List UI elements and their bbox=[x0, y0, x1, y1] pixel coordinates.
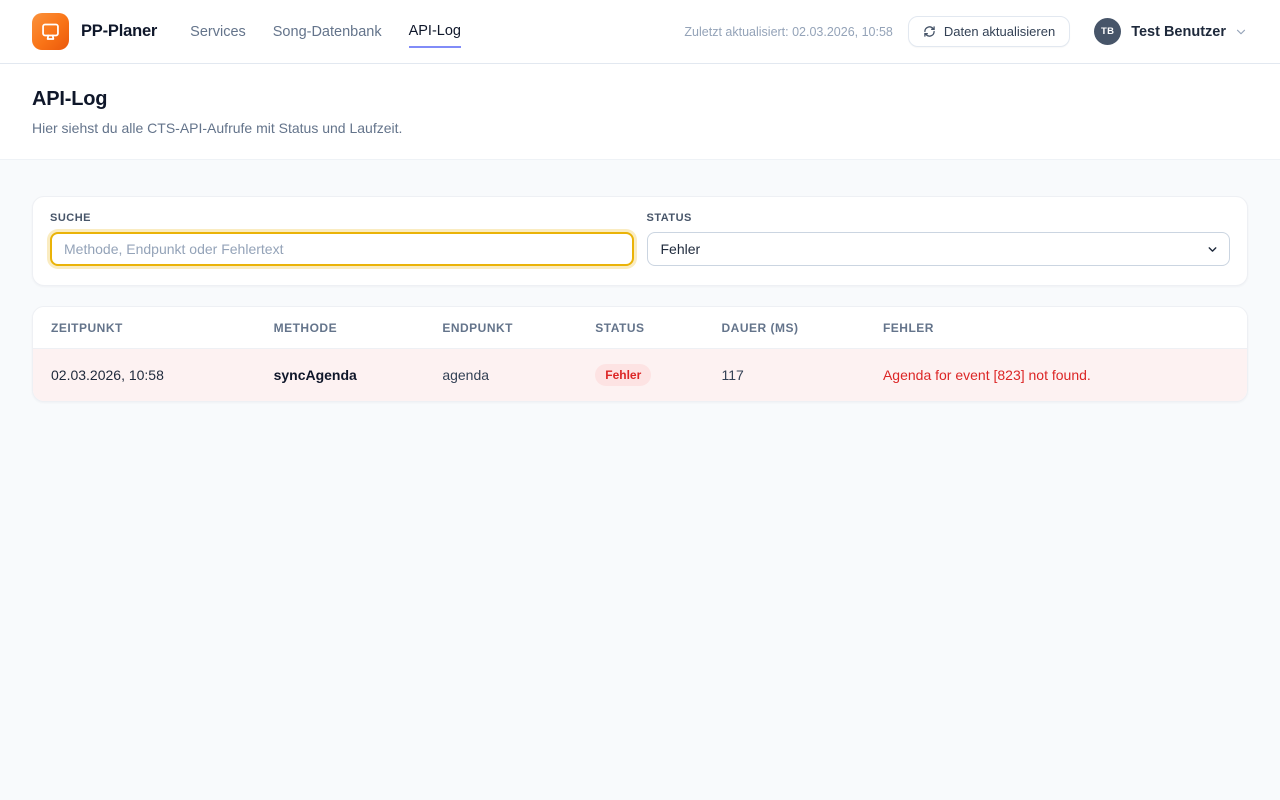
filter-card: SUCHE STATUS Fehler bbox=[32, 196, 1248, 286]
table-header: ZEITPUNKT METHODE ENDPUNKT STATUS DAUER … bbox=[33, 307, 1247, 349]
status-select[interactable]: Fehler bbox=[646, 232, 1230, 266]
last-updated-text: Zuletzt aktualisiert: 02.03.2026, 10:58 bbox=[684, 24, 893, 39]
column-header-dauer: DAUER (MS) bbox=[705, 307, 867, 349]
cell-methode: syncAgenda bbox=[273, 367, 357, 384]
refresh-button-label: Daten aktualisieren bbox=[943, 24, 1056, 39]
user-name: Test Benutzer bbox=[1131, 23, 1226, 40]
table-row: 02.03.2026, 10:58 syncAgenda agenda Fehl… bbox=[33, 348, 1247, 402]
column-header-zeitpunkt: ZEITPUNKT bbox=[33, 307, 258, 349]
page-title: API-Log bbox=[32, 88, 108, 110]
top-navigation-bar: PP-Planer Services Song-Datenbank API-Lo… bbox=[0, 0, 1280, 64]
status-label: STATUS bbox=[646, 212, 692, 224]
api-log-table: ZEITPUNKT METHODE ENDPUNKT STATUS DAUER … bbox=[33, 307, 1247, 402]
nav-item-api-log[interactable]: API-Log bbox=[408, 15, 461, 48]
cell-dauer: 117 bbox=[721, 367, 744, 384]
cell-fehler: Agenda for event [823] not found. bbox=[882, 367, 1091, 384]
search-input[interactable] bbox=[50, 232, 634, 266]
search-field-group: SUCHE bbox=[50, 212, 634, 266]
api-log-table-card: ZEITPUNKT METHODE ENDPUNKT STATUS DAUER … bbox=[32, 306, 1248, 403]
cell-zeitpunkt: 02.03.2026, 10:58 bbox=[51, 367, 164, 384]
app-logo bbox=[32, 13, 69, 50]
status-badge: Fehler bbox=[595, 364, 652, 387]
main-content: SUCHE STATUS Fehler ZEITPUNKT bbox=[0, 160, 1280, 438]
search-label: SUCHE bbox=[50, 212, 92, 224]
nav-item-song-datenbank[interactable]: Song-Datenbank bbox=[272, 24, 382, 40]
page-subtitle: Hier siehst du alle CTS-API-Aufrufe mit … bbox=[32, 120, 403, 136]
column-header-endpunkt: ENDPUNKT bbox=[426, 307, 580, 349]
column-header-methode: METHODE bbox=[257, 307, 427, 349]
avatar: TB bbox=[1094, 18, 1122, 45]
column-header-status: STATUS bbox=[579, 307, 706, 349]
status-field-group: STATUS Fehler bbox=[646, 212, 1230, 266]
user-menu[interactable]: TB Test Benutzer bbox=[1094, 18, 1248, 45]
main-nav: Services Song-Datenbank API-Log bbox=[190, 15, 461, 48]
column-header-fehler: FEHLER bbox=[866, 307, 1247, 349]
presentation-screen-icon bbox=[40, 21, 61, 42]
brand-name: PP-Planer bbox=[81, 22, 158, 40]
refresh-data-button[interactable]: Daten aktualisieren bbox=[907, 16, 1071, 47]
cell-status: Fehler bbox=[579, 349, 705, 402]
page-header: API-Log Hier siehst du alle CTS-API-Aufr… bbox=[0, 64, 1280, 160]
nav-item-services[interactable]: Services bbox=[190, 24, 246, 40]
cell-endpunkt: agenda bbox=[442, 367, 490, 384]
arrows-rotate-icon bbox=[923, 25, 936, 38]
chevron-down-icon bbox=[1234, 25, 1248, 39]
